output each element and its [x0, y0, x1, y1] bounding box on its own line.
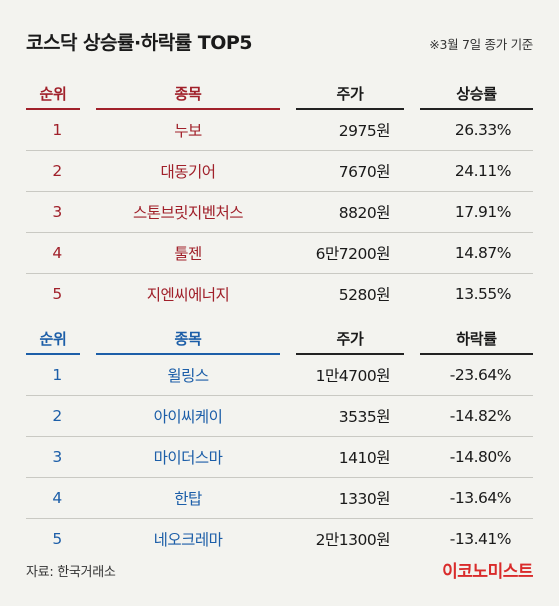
rank-cell: 1: [26, 109, 88, 151]
rank-cell: 2: [26, 150, 88, 192]
change-cell: 13.55%: [454, 284, 512, 303]
page-title: 코스닥 상승률·하락률 TOP5: [26, 32, 253, 54]
column-header-change: 하락률: [412, 324, 533, 355]
table-header-row: 순위 종목 주가 하락률: [26, 324, 533, 355]
table-row: 1 윌링스 1만4700원 -23.64%: [26, 354, 533, 396]
price-cell: 5280원: [338, 285, 391, 304]
rank-cell: 1: [26, 354, 88, 396]
column-header-price: 주가: [288, 324, 420, 355]
column-header-change: 상승률: [412, 79, 533, 110]
rank-cell: 5: [52, 284, 62, 303]
rank-cell: 5: [52, 529, 62, 548]
gainers-table: 순위 종목 주가 상승률 1 누보 2975원 26.33% 2 대동기어 76…: [26, 79, 533, 314]
change-cell: -14.82%: [412, 395, 533, 437]
column-header-rank: 순위: [26, 79, 88, 110]
publisher-logo: 이코노미스트: [442, 562, 533, 582]
table-row: 4 한탑 1330원 -13.64%: [26, 477, 533, 519]
price-cell: 6만7200원: [288, 232, 412, 274]
column-header-name: 종목: [80, 79, 296, 110]
rank-cell: 4: [26, 232, 88, 274]
stock-name-cell: 한탑: [88, 477, 288, 519]
change-cell: -13.64%: [412, 477, 533, 519]
chart-header: 코스닥 상승률·하락률 TOP5 ※3월 7일 종가 기준: [26, 28, 533, 58]
change-cell: 26.33%: [412, 109, 533, 151]
rank-cell: 3: [26, 436, 88, 478]
date-note: ※3월 7일 종가 기준: [429, 37, 533, 52]
change-cell: -14.80%: [412, 436, 533, 478]
price-cell: 7670원: [288, 150, 412, 192]
price-cell: 2만1300원: [315, 530, 391, 549]
stock-name-cell: 윌링스: [88, 354, 288, 396]
stock-name-cell: 스톤브릿지벤처스: [88, 191, 288, 233]
table-header-row: 순위 종목 주가 상승률: [26, 79, 533, 110]
stock-name-cell: 지엔씨에너지: [146, 285, 230, 304]
column-header-rank: 순위: [26, 324, 88, 355]
change-cell: 14.87%: [412, 232, 533, 274]
source-note: 자료: 한국거래소: [26, 565, 116, 580]
rank-cell: 3: [26, 191, 88, 233]
stock-name-cell: 마이더스마: [88, 436, 288, 478]
table-row: 5 네오크레마 2만1300원 -13.41%: [26, 518, 533, 559]
table-row: 3 마이더스마 1410원 -14.80%: [26, 436, 533, 478]
change-cell: 24.11%: [412, 150, 533, 192]
table-row: 1 누보 2975원 26.33%: [26, 109, 533, 151]
stock-name-cell: 아이씨케이: [88, 395, 288, 437]
losers-table: 순위 종목 주가 하락률 1 윌링스 1만4700원 -23.64% 2 아이씨…: [26, 324, 533, 559]
price-cell: 2975원: [288, 109, 412, 151]
stock-name-cell: 대동기어: [88, 150, 288, 192]
rank-cell: 4: [26, 477, 88, 519]
table-row: 4 툴젠 6만7200원 14.87%: [26, 232, 533, 274]
column-header-price: 주가: [288, 79, 420, 110]
table-row: 5 지엔씨에너지 5280원 13.55%: [26, 273, 533, 314]
stock-name-cell: 툴젠: [88, 232, 288, 274]
change-cell: -13.41%: [449, 529, 512, 548]
price-cell: 3535원: [288, 395, 412, 437]
stock-name-cell: 누보: [88, 109, 288, 151]
table-row: 2 아이씨케이 3535원 -14.82%: [26, 395, 533, 437]
price-cell: 8820원: [288, 191, 412, 233]
column-header-name: 종목: [80, 324, 296, 355]
table-row: 3 스톤브릿지벤처스 8820원 17.91%: [26, 191, 533, 233]
price-cell: 1330원: [288, 477, 412, 519]
rank-cell: 2: [26, 395, 88, 437]
table-row: 2 대동기어 7670원 24.11%: [26, 150, 533, 192]
stock-name-cell: 네오크레마: [153, 530, 223, 549]
price-cell: 1410원: [288, 436, 412, 478]
change-cell: 17.91%: [412, 191, 533, 233]
price-cell: 1만4700원: [288, 354, 412, 396]
change-cell: -23.64%: [412, 354, 533, 396]
